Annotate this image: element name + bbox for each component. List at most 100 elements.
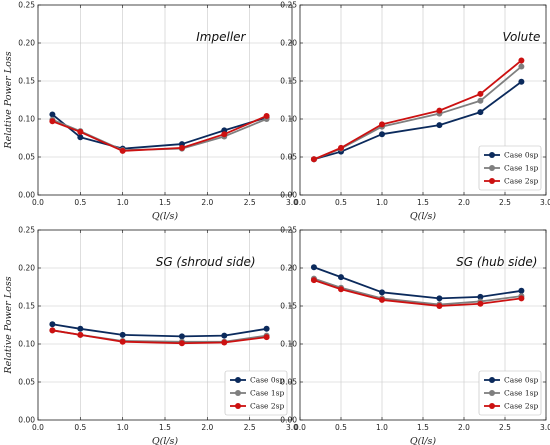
legend-box bbox=[224, 370, 288, 416]
x-axis-label: Q(l/s) bbox=[152, 211, 179, 222]
series-line bbox=[313, 279, 522, 307]
y-axis-label: Relative Power Loss bbox=[3, 51, 14, 149]
y-tick-label: 0.20 bbox=[18, 39, 35, 48]
data-point bbox=[379, 289, 385, 296]
x-tick-label: 1.0 bbox=[376, 423, 388, 432]
series-3 bbox=[310, 277, 525, 309]
panel-2: 0.0 0.5 1.0 1.5 2.0 2.5 3.00.000.050.100.150.2… bbox=[280, 1, 550, 222]
x-axis-label: Q(l/s) bbox=[152, 436, 179, 445]
y-tick-label: 0.20 bbox=[280, 264, 297, 273]
series-line bbox=[313, 81, 522, 161]
legend: Case 0sp Case 1sp Case 2sp bbox=[478, 145, 542, 191]
legend-swatch-marker bbox=[235, 403, 241, 409]
data-point bbox=[310, 156, 317, 163]
legend-box bbox=[478, 370, 542, 416]
legend-label: Case 0sp bbox=[250, 376, 285, 385]
data-point bbox=[338, 274, 344, 281]
x-tick-label: 1.5 bbox=[417, 423, 429, 432]
data-point bbox=[379, 121, 385, 128]
y-tick-label: 0.10 bbox=[18, 115, 35, 124]
series-3 bbox=[49, 112, 270, 154]
data-point bbox=[518, 63, 525, 70]
data-point bbox=[310, 264, 317, 271]
x-tick-label: 1.5 bbox=[159, 198, 171, 207]
y-tick-label: 0.05 bbox=[18, 153, 35, 162]
data-point bbox=[436, 107, 443, 114]
data-point bbox=[178, 333, 185, 340]
data-point bbox=[436, 122, 443, 129]
data-point bbox=[477, 97, 484, 104]
panel-4: 0.0 0.5 1.0 1.5 2.0 2.5 3.00.000.050.100.150.2… bbox=[280, 226, 550, 445]
x-tick-label: 1.0 bbox=[117, 198, 129, 207]
x-tick-label: 2.0 bbox=[458, 198, 470, 207]
y-tick-label: 0.25 bbox=[280, 226, 297, 235]
y-tick-label: 0.05 bbox=[18, 378, 35, 387]
data-point bbox=[221, 131, 228, 138]
x-tick-label: 2.0 bbox=[458, 423, 470, 432]
panel-title: SG (shroud side) bbox=[156, 255, 256, 269]
legend-swatch-marker bbox=[235, 390, 241, 396]
panels: 0.0 0.5 1.0 1.5 2.0 2.5 3.00.000.050.100.150.2… bbox=[3, 1, 550, 445]
y-tick-label: 0.10 bbox=[280, 340, 297, 349]
legend-swatch-marker bbox=[489, 165, 495, 171]
data-point bbox=[263, 325, 270, 332]
y-tick-label: 0.00 bbox=[18, 416, 35, 425]
x-tick-label: 0.0 bbox=[32, 423, 44, 432]
x-tick-label: 3.0 bbox=[286, 423, 298, 432]
legend-box bbox=[478, 145, 542, 191]
legend-label: Case 2sp bbox=[504, 177, 539, 186]
x-tick-label: 2.5 bbox=[244, 198, 256, 207]
data-point bbox=[119, 331, 126, 338]
x-tick-label: 2.0 bbox=[201, 198, 213, 207]
x-tick-label: 1.5 bbox=[417, 198, 429, 207]
data-point bbox=[221, 339, 228, 346]
data-point bbox=[436, 303, 443, 309]
y-tick-label: 0.25 bbox=[18, 226, 35, 235]
x-tick-label: 0.5 bbox=[74, 198, 86, 207]
data-point bbox=[338, 144, 344, 151]
panel-title: Impeller bbox=[196, 30, 246, 44]
series-line bbox=[313, 266, 522, 300]
panel-title: Volute bbox=[502, 30, 540, 44]
x-tick-label: 2.5 bbox=[244, 423, 256, 432]
legend-swatch-marker bbox=[235, 377, 241, 383]
y-tick-label: 0.15 bbox=[280, 302, 297, 311]
series-line bbox=[52, 115, 267, 152]
data-point bbox=[221, 332, 228, 339]
legend-swatch-marker bbox=[489, 377, 495, 383]
legend-label: Case 1sp bbox=[504, 164, 539, 173]
y-tick-label: 0.00 bbox=[18, 191, 35, 200]
x-tick-label: 0.0 bbox=[294, 423, 306, 432]
data-point bbox=[119, 147, 126, 154]
y-tick-label: 0.10 bbox=[280, 115, 297, 124]
legend: Case 0sp Case 1sp Case 2sp bbox=[478, 370, 542, 416]
data-point bbox=[119, 338, 126, 345]
x-tick-label: 2.5 bbox=[499, 198, 511, 207]
data-point bbox=[49, 111, 56, 118]
series-3 bbox=[310, 57, 525, 163]
legend-label: Case 1sp bbox=[504, 389, 539, 398]
legend-label: Case 0sp bbox=[504, 376, 539, 385]
data-point bbox=[310, 277, 317, 284]
series-line bbox=[313, 59, 522, 161]
x-tick-label: 0.5 bbox=[335, 423, 347, 432]
series-line bbox=[52, 323, 267, 338]
data-point bbox=[49, 327, 56, 334]
y-tick-label: 0.00 bbox=[280, 416, 297, 425]
legend-swatch-marker bbox=[489, 390, 495, 396]
x-tick-label: 0.5 bbox=[335, 198, 347, 207]
series-2 bbox=[49, 116, 270, 154]
x-tick-label: 1.0 bbox=[376, 198, 388, 207]
series-line bbox=[52, 329, 267, 345]
legend-label: Case 2sp bbox=[250, 402, 285, 411]
x-tick-label: 0.0 bbox=[294, 198, 306, 207]
series-3 bbox=[49, 327, 270, 347]
data-point bbox=[77, 134, 84, 141]
panel-title: SG (hub side) bbox=[456, 255, 537, 269]
y-tick-label: 0.00 bbox=[280, 191, 297, 200]
panel-3: 0.0 0.5 1.0 1.5 2.0 2.5 3.00.000.050.100.150.2… bbox=[3, 226, 298, 445]
series-1 bbox=[49, 321, 270, 340]
series-line bbox=[313, 277, 522, 306]
data-point bbox=[518, 287, 525, 294]
